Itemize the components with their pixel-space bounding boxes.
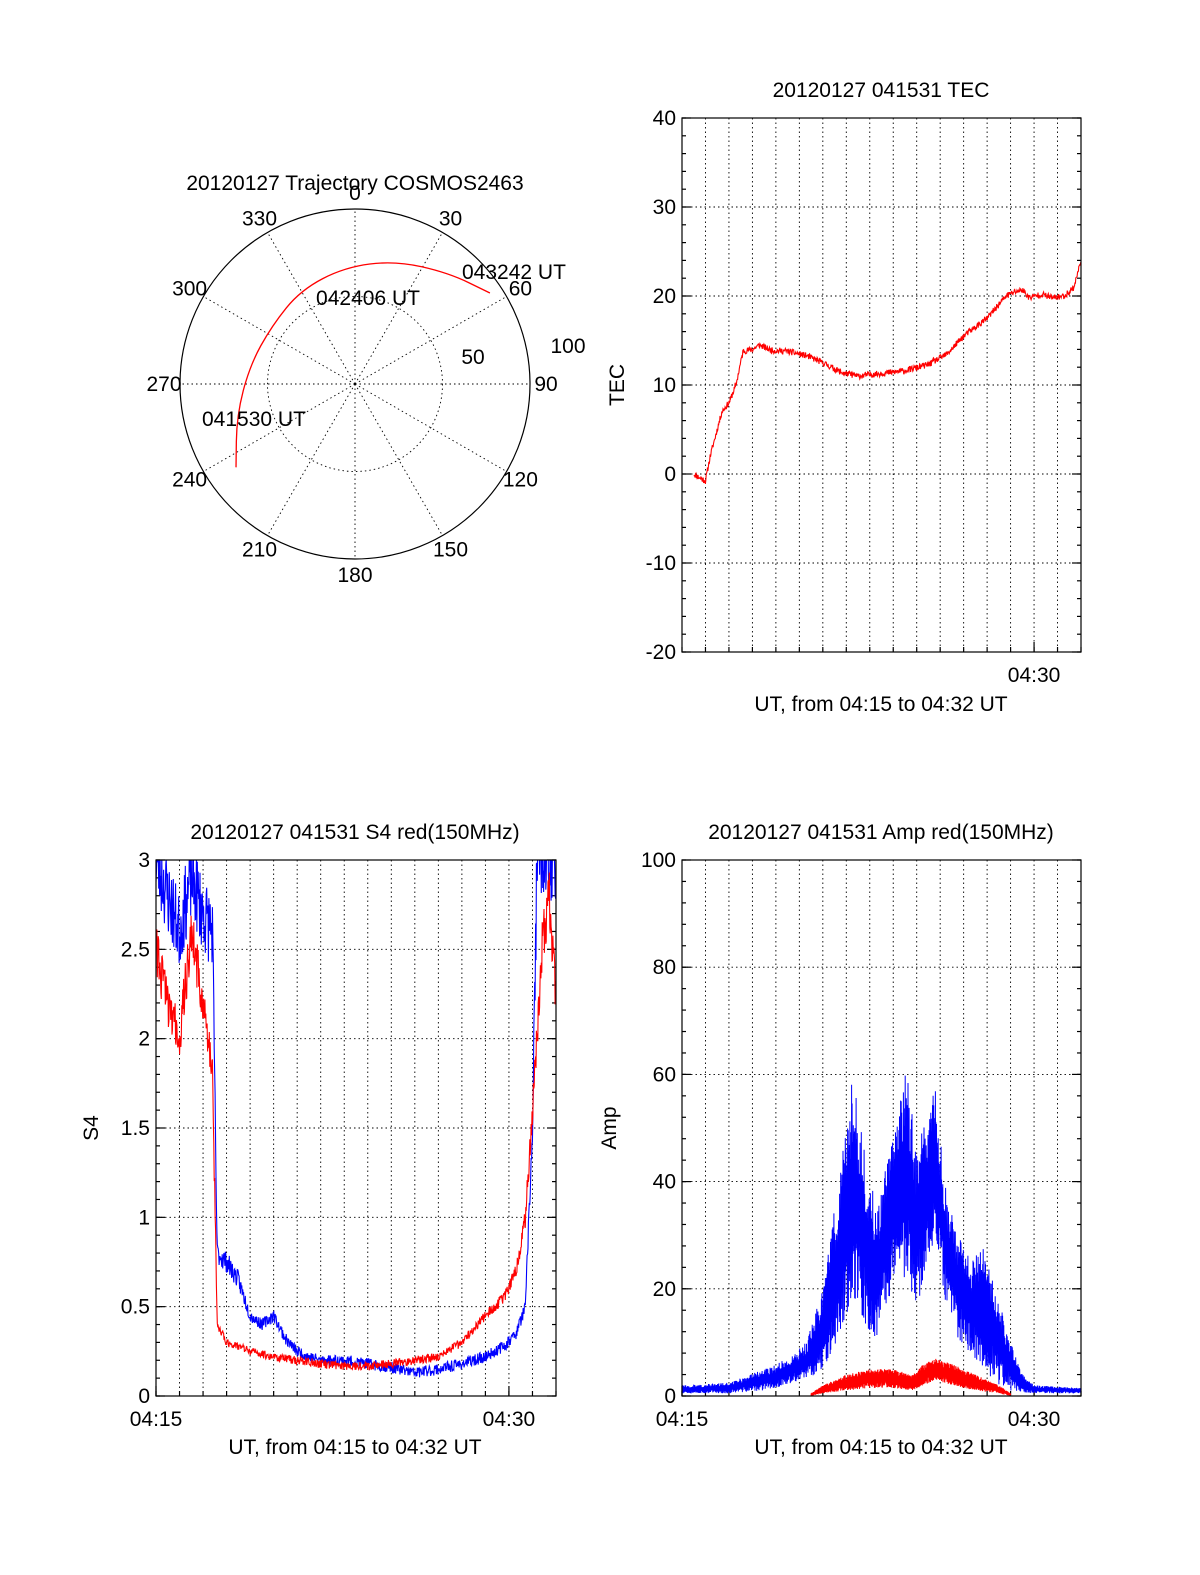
ytick-label: 0.5 — [121, 1296, 150, 1319]
ytick-label: 100 — [641, 849, 676, 872]
amp-xlabel: UT, from 04:15 to 04:32 UT — [754, 1436, 1007, 1459]
azimuth-label: 330 — [242, 208, 277, 231]
azimuth-label: 30 — [439, 208, 462, 231]
ytick-label: 1.5 — [121, 1117, 150, 1140]
ytick-label: 0 — [664, 1385, 676, 1408]
ytick-label: 1 — [138, 1206, 150, 1229]
plot-frame — [681, 859, 1082, 1397]
ytick-label: 0 — [664, 463, 676, 486]
tec-panel: 20120127 041531 TEC UT, from 04:15 to 04… — [606, 79, 1082, 716]
ring-label-100: 100 — [550, 335, 585, 358]
ytick-label: 0 — [138, 1385, 150, 1408]
xtick-label: 04:15 — [656, 1408, 709, 1431]
ytick-label: 40 — [653, 107, 676, 130]
ring-label-50: 50 — [461, 346, 484, 369]
ytick-label: 60 — [653, 1063, 676, 1086]
annotation-start-time: 041530 UT — [202, 408, 306, 431]
polar-outer-circle — [179, 208, 531, 560]
xtick-label: 04:30 — [1008, 1408, 1061, 1431]
xtick-label: 04:30 — [483, 1408, 536, 1431]
azimuth-label: 270 — [146, 373, 181, 396]
plot-frame — [155, 859, 557, 1397]
amp-ylabel: Amp — [598, 1106, 621, 1149]
azimuth-label: 0 — [349, 182, 361, 205]
ytick-label: 30 — [653, 196, 676, 219]
azimuth-label: 180 — [337, 564, 372, 587]
series-line-0 — [682, 1075, 1081, 1394]
azimuth-label: 210 — [242, 538, 277, 561]
ytick-label: 3 — [138, 849, 150, 872]
ytick-label: 10 — [653, 374, 676, 397]
plot-frame — [681, 117, 1082, 653]
ytick-label: 80 — [653, 956, 676, 979]
series-line-1 — [810, 1358, 1012, 1396]
polar-title: 20120127 Trajectory COSMOS2463 — [186, 172, 523, 195]
ytick-label: 2.5 — [121, 938, 150, 961]
tec-xlabel: UT, from 04:15 to 04:32 UT — [754, 693, 1007, 716]
annotation-end-time: 043242 UT — [462, 261, 566, 284]
azimuth-label: 300 — [172, 278, 207, 301]
tec-ylabel: TEC — [606, 364, 629, 406]
series-line-1 — [156, 872, 556, 1371]
azimuth-label: 150 — [433, 538, 468, 561]
ytick-label: 20 — [653, 1278, 676, 1301]
xtick-label: 04:30 — [1008, 664, 1061, 687]
ytick-label: -10 — [646, 552, 676, 575]
s4-xlabel: UT, from 04:15 to 04:32 UT — [228, 1436, 481, 1459]
ytick-label: -20 — [646, 641, 676, 664]
series-line-0 — [693, 261, 1081, 484]
xtick-label: 04:15 — [130, 1408, 183, 1431]
s4-ylabel: S4 — [80, 1115, 103, 1141]
tec-title: 20120127 041531 TEC — [773, 79, 990, 102]
polar-spoke — [267, 383, 356, 536]
ytick-label: 20 — [653, 285, 676, 308]
azimuth-label: 120 — [503, 469, 538, 492]
s4-title: 20120127 041531 S4 red(150MHz) — [190, 821, 519, 844]
amp-title: 20120127 041531 Amp red(150MHz) — [708, 821, 1054, 844]
azimuth-label: 240 — [172, 469, 207, 492]
annotation-mid-time: 042406 UT — [316, 287, 420, 310]
ytick-label: 2 — [138, 1028, 150, 1051]
trajectory-line — [235, 262, 491, 468]
ytick-label: 40 — [653, 1171, 676, 1194]
s4-panel: 20120127 041531 S4 red(150MHz) UT, from … — [80, 821, 557, 1459]
series-line-0 — [156, 860, 556, 1378]
polar-ring-50 — [267, 296, 443, 472]
azimuth-label: 60 — [509, 278, 532, 301]
amp-panel: 20120127 041531 Amp red(150MHz) UT, from… — [598, 821, 1082, 1459]
polar-trajectory-panel: 20120127 Trajectory COSMOS2463 0 30 60 90 12… — [146, 172, 585, 587]
azimuth-label: 90 — [534, 373, 557, 396]
azimuth-labels: 0 30 60 90 120 150 180 210 240 270 300 330 — [146, 182, 557, 587]
